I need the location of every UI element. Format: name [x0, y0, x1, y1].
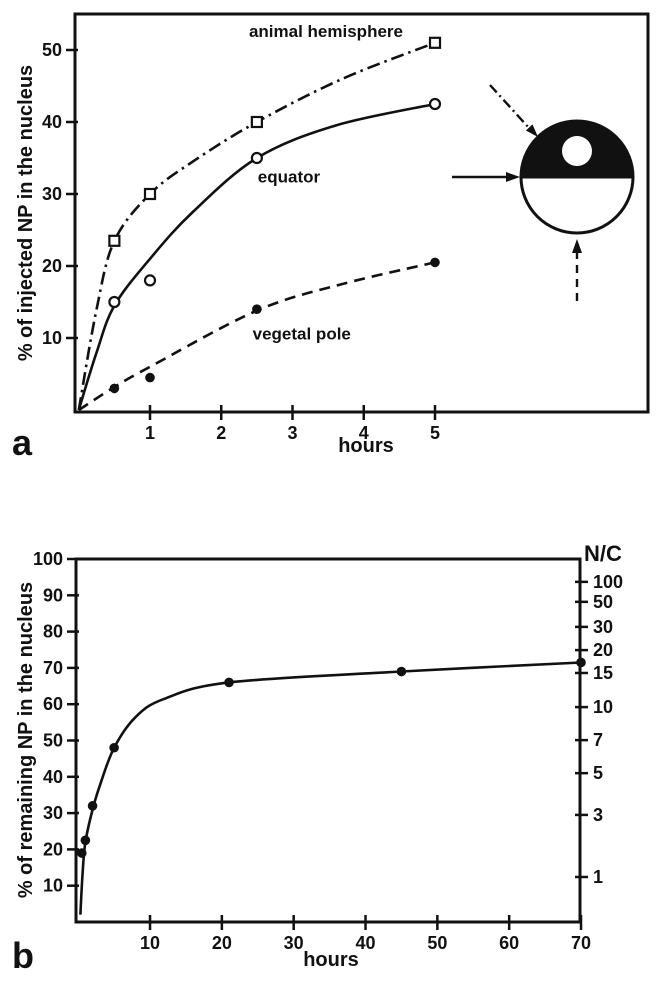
y-tick-label: 50 — [43, 731, 63, 751]
x-tick-label: 1 — [145, 423, 155, 443]
marker-filled-circle — [396, 666, 407, 677]
y2-tick-label: 20 — [593, 640, 613, 660]
x-tick-label: 2 — [216, 423, 226, 443]
marker-open-square — [428, 36, 442, 49]
x-tick-label: 5 — [430, 423, 440, 443]
marker-filled-circle — [430, 257, 440, 268]
marker-filled-circle — [80, 835, 91, 846]
panel-a-xlabel: hours — [338, 435, 394, 457]
panel-a-letter: a — [12, 422, 33, 463]
marker-filled-circle — [252, 304, 262, 315]
x-tick-label: 30 — [284, 933, 304, 953]
nc-axis-label: N/C — [584, 541, 622, 566]
y2-tick-label: 30 — [593, 617, 613, 637]
panel-b-chart: 10 20 30 40 50 60 7010203040506070809010010050… — [33, 549, 623, 953]
y-tick-label: 10 — [43, 876, 63, 896]
series-label: equator — [258, 167, 321, 186]
y-tick-label: 90 — [43, 585, 63, 605]
marker-open-circle — [143, 274, 157, 287]
x-tick-label: 50 — [427, 933, 447, 953]
series-animal-hemisphere — [77, 36, 442, 411]
egg-orientation-diagram — [452, 84, 635, 301]
marker-filled-circle — [87, 801, 98, 811]
y2-tick-label: 50 — [593, 592, 613, 612]
y-tick-label: 40 — [42, 112, 62, 132]
series-label: vegetal pole — [253, 324, 351, 343]
y2-tick-label: 15 — [593, 663, 613, 683]
plot-frame — [74, 557, 582, 924]
marker-open-square — [143, 187, 157, 201]
marker-open-circle — [428, 97, 442, 111]
y2-tick-label: 3 — [593, 805, 603, 825]
marker-filled-circle — [109, 742, 119, 753]
series-line — [77, 41, 436, 411]
marker-filled-circle — [224, 677, 234, 688]
marker-filled-circle — [109, 383, 120, 394]
marker-open-circle — [250, 151, 263, 165]
series-equator — [77, 97, 442, 411]
y-tick-label: 30 — [42, 184, 62, 204]
series-line — [77, 102, 436, 411]
y-tick-label: 40 — [43, 767, 63, 787]
marker-open-square — [250, 115, 263, 129]
panel-b-xlabel: hours — [303, 949, 359, 971]
y2-tick-label: 7 — [593, 730, 603, 750]
x-tick-label: 60 — [499, 933, 519, 953]
y-tick-label: 10 — [42, 328, 62, 348]
y-tick-label: 50 — [42, 40, 62, 60]
vegetal-pole-arrowhead — [572, 239, 582, 253]
y-tick-label: 80 — [43, 622, 63, 642]
marker-filled-circle — [576, 657, 586, 668]
series-remaining-NP — [76, 657, 586, 915]
x-tick-label: 4 — [359, 423, 369, 443]
equator-arrowhead — [506, 172, 520, 182]
panel-a-ylabel: % of injected NP in the nucleus — [15, 64, 37, 362]
series-label: animal hemisphere — [249, 22, 403, 41]
y-tick-label: 30 — [43, 803, 63, 823]
y2-tick-label: 5 — [593, 763, 603, 783]
x-tick-label: 20 — [212, 933, 232, 953]
panel-a-chart: 1 2 3 4 5 10 20 30 40 50 animal hemisphere equator v… — [42, 12, 650, 443]
x-tick-label: 70 — [571, 933, 591, 953]
animal-hemisphere-arrow — [489, 84, 530, 129]
marker-filled-circle — [76, 848, 87, 858]
marker-filled-circle — [145, 372, 155, 383]
marker-open-square — [108, 234, 121, 247]
y2-tick-label: 100 — [593, 572, 623, 592]
y-tick-label: 60 — [43, 694, 63, 714]
nucleus — [562, 136, 592, 166]
x-tick-label: 40 — [356, 933, 376, 953]
y-tick-label: 20 — [43, 839, 63, 859]
y2-tick-label: 1 — [593, 867, 603, 887]
y-tick-label: 100 — [33, 549, 63, 569]
series-vegetal-pole — [78, 257, 440, 412]
animal-hemisphere-arrowhead — [525, 124, 538, 137]
y-tick-label: 70 — [43, 658, 63, 678]
y2-tick-label: 10 — [593, 697, 613, 717]
plot-frame — [73, 12, 650, 414]
panel-b-ylabel: % of remaining NP in the nucleus — [15, 581, 37, 899]
x-tick-label: 10 — [140, 933, 160, 953]
x-tick-label: 3 — [287, 423, 297, 443]
marker-open-circle — [108, 295, 121, 309]
y-tick-label: 20 — [42, 256, 62, 276]
series-line — [79, 661, 582, 915]
panel-b-letter: b — [12, 935, 34, 976]
